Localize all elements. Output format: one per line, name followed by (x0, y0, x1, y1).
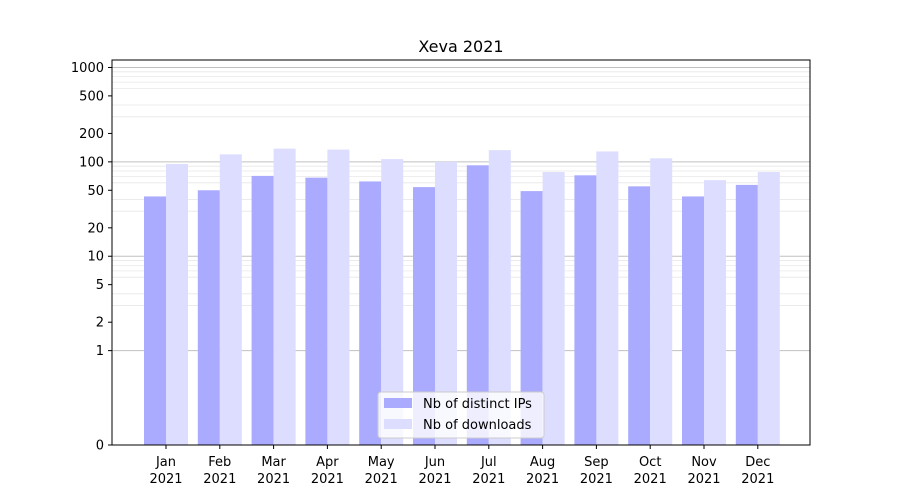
y-tick-label: 5 (96, 278, 104, 293)
chart-title: Xeva 2021 (418, 37, 503, 56)
legend-label: Nb of downloads (423, 418, 532, 433)
y-tick-label: 10 (87, 250, 104, 265)
legend-box (377, 391, 545, 439)
y-tick-label: 1000 (71, 61, 104, 76)
bar-distinct-ips (628, 186, 651, 445)
x-tick-label: Nov 2021 (687, 455, 720, 487)
legend-swatch (384, 398, 412, 408)
bar-downloads (488, 150, 511, 445)
bar-distinct-ips (735, 184, 758, 446)
y-axis: 0 1 2 5 10 20 50 100 200 500 1000 (71, 61, 112, 454)
bar-distinct-ips (197, 190, 220, 445)
legend-swatch (384, 419, 412, 429)
bar-downloads (273, 148, 296, 445)
y-tick-label: 0 (96, 439, 104, 454)
x-axis: Jan 2021 Feb 2021 Mar 2021 Apr 2021 May 2021 Jun 20… (149, 445, 774, 487)
bar-downloads (596, 151, 619, 445)
legend: Nb of distinct IPs Nb of downloads (377, 391, 545, 439)
bar-downloads (704, 180, 726, 445)
bar-distinct-ips (413, 187, 435, 446)
bar-downloads (327, 149, 350, 445)
bar-downloads (542, 172, 565, 445)
bar-distinct-ips (682, 196, 704, 445)
bar-downloads (166, 163, 188, 445)
x-tick-label: Apr 2021 (311, 455, 344, 487)
bar-distinct-ips (251, 175, 274, 445)
legend-label: Nb of distinct IPs (423, 397, 532, 412)
bar-distinct-ips (305, 177, 328, 446)
bar-downloads (757, 172, 780, 445)
x-tick-label: Jul 2021 (472, 455, 505, 487)
y-tick-label: 2 (96, 316, 104, 331)
plot-frame (111, 59, 811, 446)
x-tick-label: Dec 2021 (741, 455, 774, 487)
bar-distinct-ips (520, 191, 543, 445)
y-tick-label: 100 (79, 155, 104, 170)
x-tick-label: Jun 2021 (418, 455, 451, 487)
x-tick-label: Aug 2021 (526, 455, 559, 487)
x-tick-label: Sep 2021 (580, 455, 613, 487)
bar-distinct-ips (574, 175, 597, 446)
y-tick-label: 50 (87, 184, 104, 199)
y-tick-label: 20 (87, 221, 104, 236)
y-tick-label: 1 (96, 344, 104, 359)
bars (144, 148, 780, 446)
bar-downloads (650, 158, 673, 445)
x-tick-label: Mar 2021 (257, 455, 290, 487)
y-tick-label: 200 (79, 127, 104, 142)
bar-downloads (219, 154, 242, 445)
bar-distinct-ips (466, 165, 489, 445)
bar-downloads (435, 161, 457, 445)
x-tick-label: Jan 2021 (149, 455, 182, 487)
x-tick-label: Feb 2021 (203, 455, 236, 487)
x-tick-label: Oct 2021 (634, 455, 667, 487)
x-tick-label: May 2021 (365, 455, 398, 487)
y-tick-label: 500 (79, 89, 104, 104)
bar-distinct-ips (359, 181, 382, 445)
bar-downloads (381, 159, 404, 445)
bar-distinct-ips (144, 196, 166, 445)
